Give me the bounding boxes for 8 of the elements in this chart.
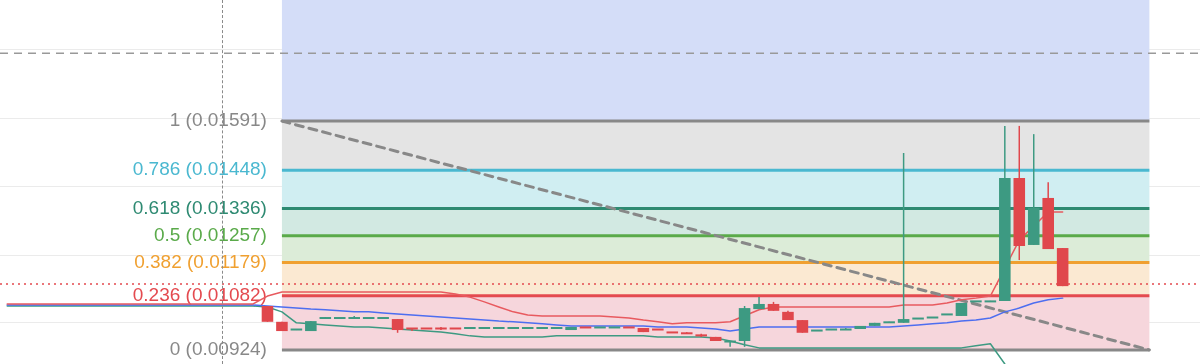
ref-line-label: 0.5 (0.01257)	[153, 223, 267, 245]
candlestick	[897, 152, 910, 324]
ref-line-label: 1 (0.01591)	[169, 109, 267, 131]
ref-line-label: 0.786 (0.01448)	[132, 158, 267, 180]
ref-line-label: 0 (0.00924)	[169, 338, 267, 360]
ref-line-label: 0.382 (0.01179)	[134, 250, 267, 272]
ref-line-label: 0.618 (0.01336)	[132, 196, 267, 218]
ref-line-label: 0.236 (0.01082)	[132, 283, 267, 305]
